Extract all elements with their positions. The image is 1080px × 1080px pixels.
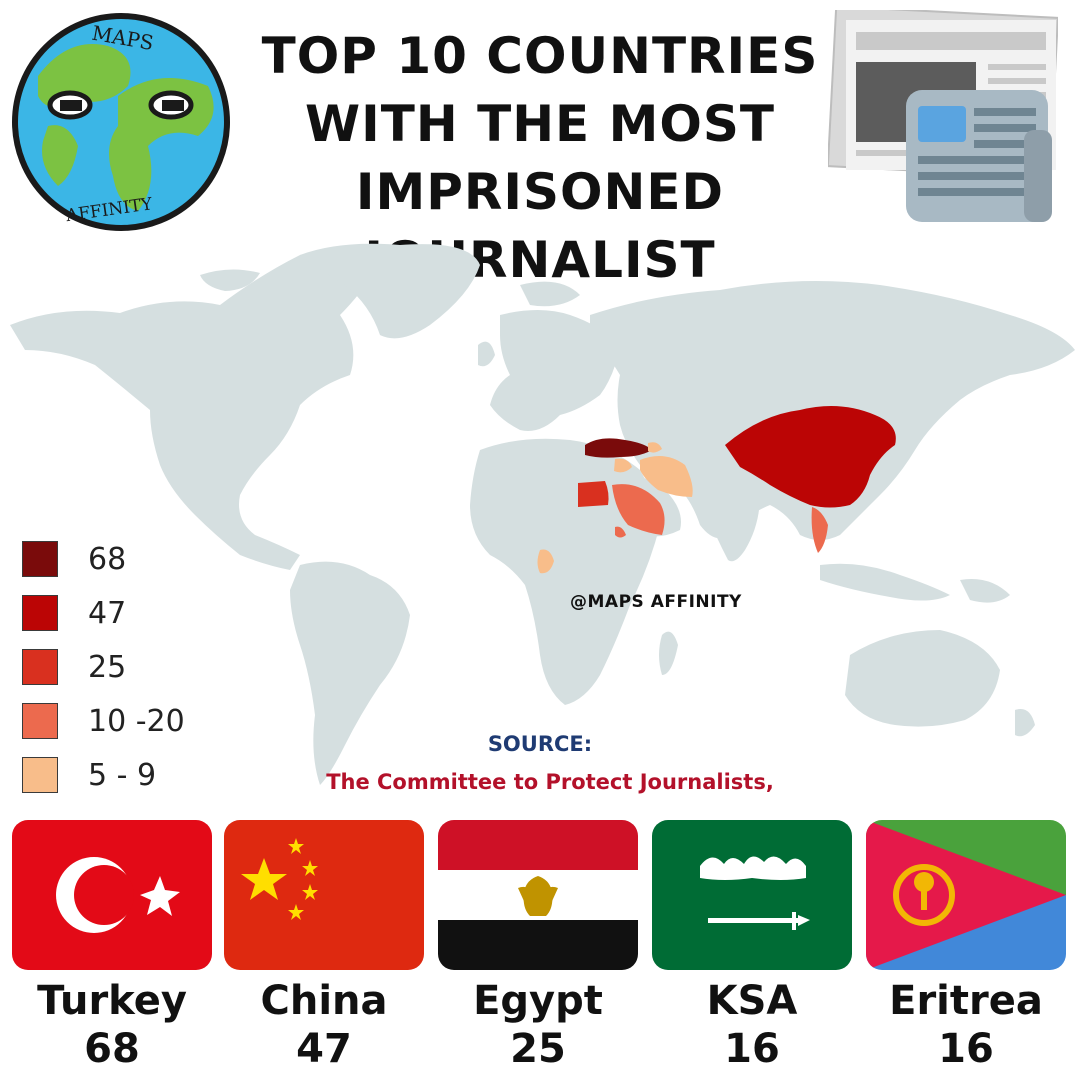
legend-item: 10 -20 (22, 694, 185, 748)
watermark: @MAPS AFFINITY (570, 592, 742, 612)
flag-country-value: 47 (296, 1026, 352, 1072)
legend-swatch (22, 595, 58, 631)
legend-item: 25 (22, 640, 185, 694)
flag-card-eritrea: Eritrea 16 (866, 820, 1066, 1072)
eritrea-flag-icon (866, 820, 1066, 970)
source-label: SOURCE: (487, 732, 593, 756)
map-country-cameroon (537, 549, 554, 574)
egypt-flag-icon (438, 820, 638, 970)
china-flag-icon (224, 820, 424, 970)
world-map (10, 243, 1075, 785)
turkey-flag-icon (12, 820, 212, 970)
map-country-egypt (578, 481, 609, 507)
flag-country-name: KSA (706, 978, 798, 1024)
flag-card-turkey: Turkey 68 (12, 820, 212, 1072)
legend-item: 5 - 9 (22, 748, 185, 802)
maps-affinity-logo: MAPS AFFINITY (12, 13, 230, 231)
legend-label: 5 - 9 (88, 757, 157, 793)
flag-card-ksa: KSA 16 (652, 820, 852, 1072)
legend-label: 25 (88, 649, 127, 685)
newspaper-icon (828, 10, 1058, 222)
flag-country-name: Eritrea (889, 978, 1043, 1024)
legend-item: 47 (22, 586, 185, 640)
map-country-turkey (585, 438, 652, 458)
legend-item: 68 (22, 532, 185, 586)
map-country-china (725, 406, 896, 508)
flag-country-name: China (260, 978, 388, 1024)
flag-country-value: 68 (84, 1026, 140, 1072)
legend-label: 68 (88, 541, 127, 577)
flag-country-value: 25 (510, 1026, 566, 1072)
map-country-iran (640, 456, 693, 497)
map-country-syria (614, 458, 632, 473)
legend-label: 47 (88, 595, 127, 631)
flag-country-name: Turkey (37, 978, 187, 1024)
legend-swatch (22, 649, 58, 685)
flag-country-value: 16 (724, 1026, 780, 1072)
flags-row: Turkey 68 China 47 Egypt 25 (0, 820, 1080, 1080)
legend-swatch (22, 757, 58, 793)
map-country-eritrea (615, 526, 626, 538)
map-country-vietnam (811, 507, 828, 553)
flag-country-value: 16 (938, 1026, 994, 1072)
flag-card-china: China 47 (224, 820, 424, 1072)
map-legend: 68 47 25 10 -20 5 - 9 (22, 532, 185, 802)
map-country-azerbaijan (648, 442, 662, 453)
flag-card-egypt: Egypt 25 (438, 820, 638, 1072)
title-line-1: TOP 10 COUNTRIES (261, 27, 819, 85)
map-country-saudi-arabia (612, 484, 665, 535)
flag-country-name: Egypt (473, 978, 603, 1024)
legend-swatch (22, 703, 58, 739)
title-line-2: WITH THE MOST (304, 95, 775, 153)
legend-swatch (22, 541, 58, 577)
source-text: The Committee to Protect Journalists, (326, 770, 774, 794)
land-masses (10, 243, 1075, 785)
legend-label: 10 -20 (88, 703, 185, 739)
saudi-flag-icon (652, 820, 852, 970)
